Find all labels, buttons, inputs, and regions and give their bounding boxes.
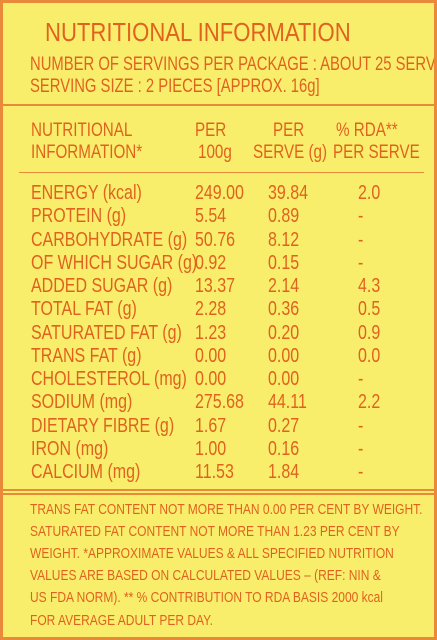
column-header: INFORMATION* — [31, 141, 143, 163]
cell-value: 5.54 — [195, 205, 227, 228]
cell-value: 11.53 — [195, 461, 234, 483]
footnote: VALUES ARE BASED ON CALCULATED VALUES – … — [30, 567, 381, 585]
cell-value: 0.0 — [358, 344, 381, 367]
cell-value: 1.23 — [195, 321, 227, 344]
nutrient-name: CHOLESTEROL (mg) — [31, 368, 187, 390]
footnote: WEIGHT. *APPROXIMATE VALUES & ALL SPECIF… — [30, 544, 394, 562]
cell-value: - — [358, 437, 364, 460]
column-header: PER — [195, 119, 227, 141]
cell-value: 0.00 — [268, 368, 300, 390]
column-header: % RDA** — [336, 119, 398, 141]
nutrient-name: SATURATED FAT (g) — [31, 321, 182, 344]
cell-value: 8.12 — [268, 228, 300, 251]
cell-value: 2.2 — [358, 391, 381, 414]
title: NUTRITIONAL INFORMATION — [45, 17, 351, 47]
column-header: PER — [273, 119, 305, 141]
divider — [3, 493, 434, 495]
cell-value: - — [358, 414, 364, 437]
cell-value: 0.16 — [268, 437, 300, 460]
nutrient-name: CARBOHYDRATE (g) — [31, 228, 188, 251]
footnote: US FDA NORM). ** % CONTRIBUTION TO RDA B… — [30, 589, 383, 607]
cell-value: - — [358, 368, 364, 390]
cell-value: 1.67 — [195, 414, 227, 437]
nutrient-name: TRANS FAT (g) — [31, 344, 142, 367]
cell-value: 275.68 — [195, 391, 244, 414]
cell-value: 0.15 — [268, 251, 300, 274]
cell-value: 2.28 — [195, 298, 227, 321]
divider — [19, 172, 424, 173]
cell-value: 1.84 — [268, 461, 300, 483]
nutrient-name: ADDED SUGAR (g) — [31, 275, 173, 297]
nutrient-name: DIETARY FIBRE (g) — [31, 414, 175, 437]
cell-value: 0.36 — [268, 298, 300, 321]
nutrient-name: ENERGY (kcal) — [31, 182, 142, 204]
column-header: SERVE (g) — [253, 141, 328, 163]
cell-value: 249.00 — [195, 182, 244, 204]
cell-value: 0.00 — [268, 344, 300, 367]
nutrient-name: TOTAL FAT (g) — [31, 298, 137, 321]
cell-value: 0.00 — [195, 344, 227, 367]
cell-value: - — [358, 461, 364, 483]
cell-value: 0.5 — [358, 298, 381, 321]
cell-value: 4.3 — [358, 275, 381, 297]
cell-value: 44.11 — [268, 391, 307, 414]
nutrient-name: CALCIUM (mg) — [31, 461, 141, 483]
cell-value: - — [358, 205, 364, 228]
divider — [3, 489, 434, 491]
divider — [3, 104, 434, 106]
cell-value: 2.0 — [358, 182, 381, 204]
cell-value: - — [358, 251, 364, 274]
nutrient-name: OF WHICH SUGAR (g) — [31, 251, 198, 274]
cell-value: 50.76 — [195, 228, 236, 251]
cell-value: 0.20 — [268, 321, 300, 344]
footnote: FOR AVERAGE ADULT PER DAY. — [30, 611, 213, 629]
nutrient-name: SODIUM (mg) — [31, 391, 133, 414]
column-header: 100g — [198, 141, 232, 163]
cell-value: 0.9 — [358, 321, 381, 344]
footnote: SATURATED FAT CONTENT NOT MORE THAN 1.23… — [30, 522, 400, 540]
cell-value: 0.89 — [268, 205, 300, 228]
column-header: NUTRITIONAL — [31, 119, 133, 141]
cell-value: 1.00 — [195, 437, 227, 460]
cell-value: 0.27 — [268, 414, 300, 437]
nutrient-name: IRON (mg) — [31, 437, 109, 460]
cell-value: - — [358, 228, 364, 251]
column-header: PER SERVE — [333, 141, 420, 163]
cell-value: 2.14 — [268, 275, 300, 297]
cell-value: 39.84 — [268, 182, 309, 204]
cell-value: 0.00 — [195, 368, 227, 390]
footnote: TRANS FAT CONTENT NOT MORE THAN 0.00 PER… — [30, 500, 423, 518]
cell-value: 13.37 — [195, 275, 236, 297]
serving-info: NUMBER OF SERVINGS PER PACKAGE : ABOUT 2… — [30, 53, 437, 75]
cell-value: 0.92 — [195, 251, 227, 274]
serving-info: SERVING SIZE : 2 PIECES [APPROX. 16g] — [30, 75, 320, 97]
nutrient-name: PROTEIN (g) — [31, 205, 127, 228]
